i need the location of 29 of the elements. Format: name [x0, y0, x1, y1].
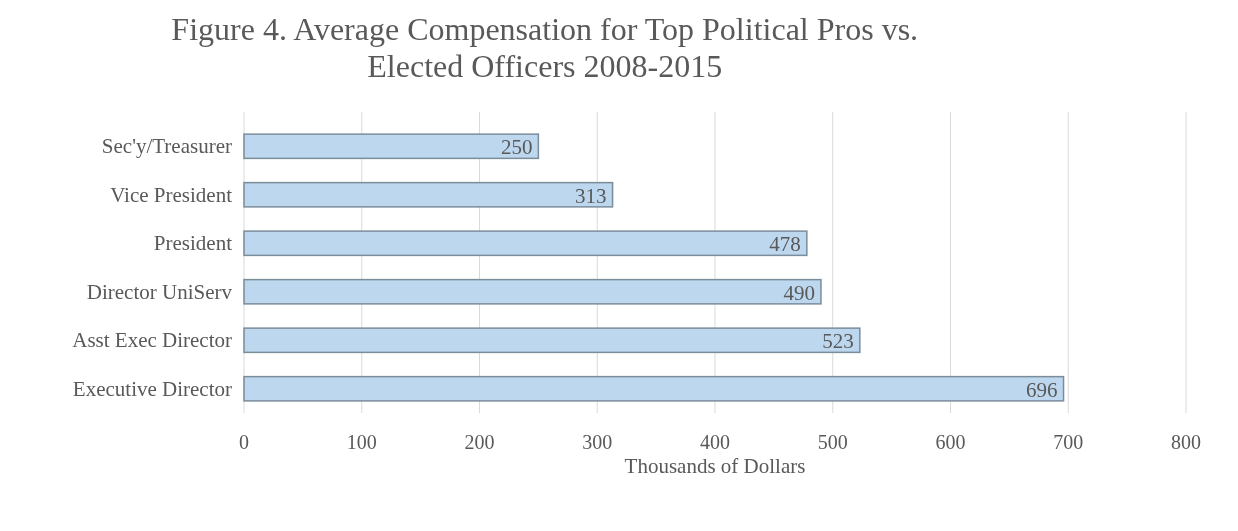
x-tick-label: 700: [1053, 431, 1084, 453]
data-label: 313: [575, 183, 607, 208]
y-tick-label: Sec'y/Treasurer: [101, 134, 232, 159]
data-label: 490: [783, 280, 815, 305]
x-tick-label: 200: [464, 431, 495, 453]
chart-title: Figure 4. Average Compensation for Top Political Pros vs. Elected Officers 2008-2015: [171, 11, 919, 84]
bar: [243, 375, 1065, 402]
x-tick-label: 0: [239, 431, 249, 453]
x-tick-label: 600: [935, 431, 966, 453]
x-tick-label: 400: [700, 431, 730, 453]
data-label: 696: [1026, 377, 1058, 402]
y-tick-label: Vice President: [110, 182, 233, 207]
y-tick-label: Director UniServ: [86, 279, 233, 304]
data-label: 478: [769, 232, 801, 257]
bar: [243, 278, 822, 305]
bar: [243, 230, 808, 257]
data-label: 250: [500, 135, 533, 160]
x-tick-label: 500: [817, 431, 848, 453]
x-tick-label: 100: [346, 431, 377, 453]
y-tick-label: Asst Exec Director: [72, 328, 232, 353]
y-tick-label: President: [153, 231, 233, 256]
x-axis-title: Thousands of Dollars: [624, 454, 806, 478]
bar: [243, 133, 540, 160]
bar: [243, 181, 614, 208]
bar: [243, 327, 861, 354]
x-tick-label: 800: [1171, 431, 1201, 453]
x-tick-label: 300: [582, 431, 613, 453]
y-tick-label: Executive Director: [72, 376, 233, 401]
data-label: 523: [822, 329, 854, 354]
